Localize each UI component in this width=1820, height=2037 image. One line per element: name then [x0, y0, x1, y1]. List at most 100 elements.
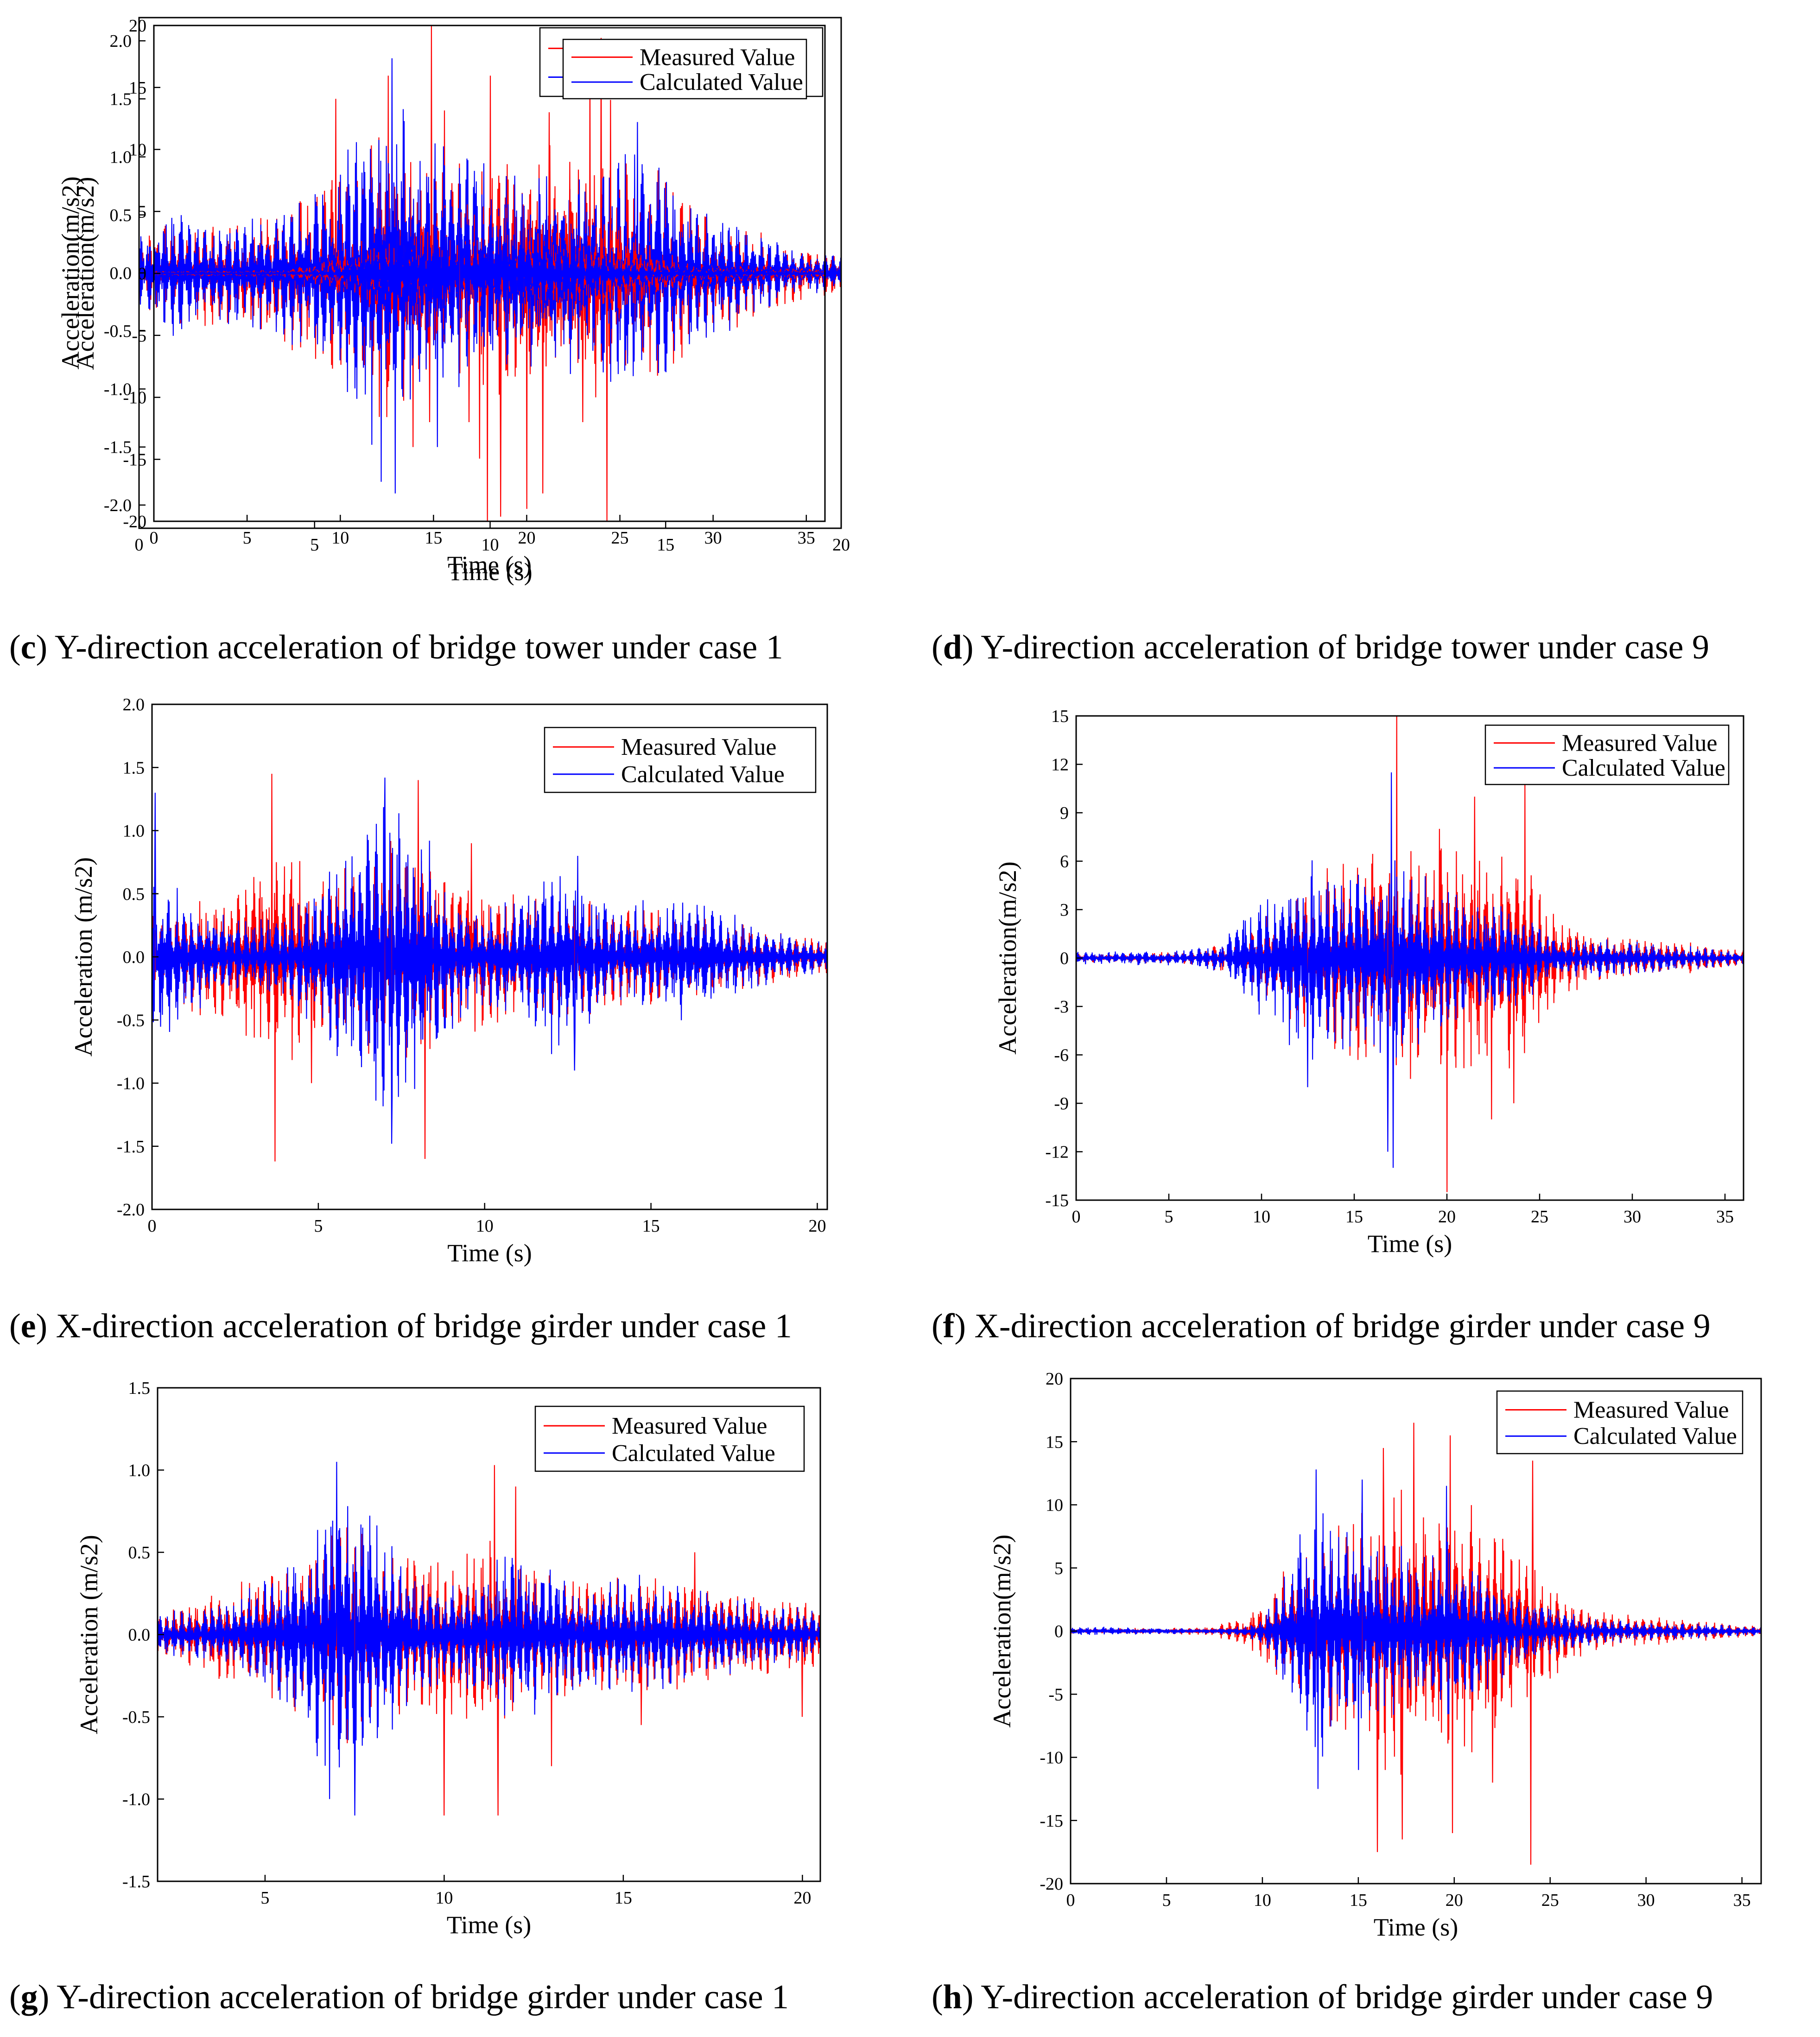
y-tick-label: 5 — [138, 202, 146, 221]
y-tick-label: 0.5 — [110, 206, 132, 225]
x-tick-label: 15 — [657, 535, 674, 555]
y-tick-label: -15 — [1040, 1811, 1063, 1831]
legend-label-measured: Measured Value — [1562, 730, 1718, 756]
series-calculated-line — [158, 1461, 820, 1816]
y-tick-label: 15 — [1046, 1432, 1063, 1452]
caption-h: (h) Y-direction acceleration of bridge g… — [932, 1978, 1713, 2016]
legend-label-calculated: Calculated Value — [612, 1440, 775, 1467]
y-tick-label: -10 — [1040, 1748, 1063, 1768]
x-tick-label: 5 — [314, 1216, 323, 1236]
y-tick-label: 1.0 — [123, 822, 145, 841]
x-tick-label: 15 — [615, 1888, 632, 1908]
y-tick-label: 10 — [129, 140, 146, 160]
legend-box — [534, 1405, 805, 1472]
x-axis-label: Time (s) — [447, 551, 532, 579]
x-tick-label: 10 — [1254, 1891, 1271, 1910]
legend-box — [544, 727, 817, 793]
y-tick-label: 20 — [129, 16, 146, 36]
x-axis-label: Time (s) — [1368, 1230, 1452, 1258]
series-calculated-line — [1071, 1469, 1761, 1789]
caption-f: (f) X-direction acceleration of bridge g… — [932, 1307, 1711, 1345]
y-tick-label: 15 — [129, 78, 146, 98]
y-tick-label: -20 — [123, 512, 146, 531]
caption-c: (c) Y-direction acceleration of bridge t… — [9, 628, 783, 666]
y-tick-label: 9 — [1060, 803, 1069, 823]
y-tick-label: -5 — [1048, 1685, 1063, 1704]
legend-label-calculated: Calculated Value — [621, 761, 785, 788]
y-tick-label: 12 — [1051, 755, 1069, 775]
legend-label-measured: Measured Value — [1573, 1397, 1729, 1423]
y-tick-label: 6 — [1060, 852, 1069, 872]
y-tick-label: -12 — [1045, 1143, 1069, 1162]
x-tick-label: 20 — [1446, 1891, 1463, 1910]
x-tick-label: 30 — [1637, 1891, 1655, 1910]
legend-label-measured: Measured Value — [621, 734, 777, 760]
y-tick-label: -9 — [1054, 1094, 1069, 1113]
x-tick-label: 10 — [435, 1888, 453, 1908]
y-tick-label: -1.5 — [122, 1872, 150, 1892]
y-tick-label: 20 — [1046, 1369, 1063, 1389]
x-tick-label: 0 — [150, 528, 159, 548]
y-tick-label: 1.5 — [123, 758, 145, 778]
y-axis-label: Acceleration(m/s2) — [994, 861, 1021, 1055]
series-calculated-line — [1076, 772, 1744, 1168]
legend-label-calculated: Calculated Value — [1573, 1423, 1737, 1449]
series-calculated-line — [152, 778, 827, 1144]
y-tick-label: 1.0 — [128, 1461, 151, 1480]
y-tick-label: -6 — [1054, 1046, 1069, 1065]
chart-panel-g: 5 10 15 20 -1.5 -1.0 -0.5 0.0 0.5 1.0 1.5 Time (s) A… — [0, 1362, 881, 1965]
legend-label-measured: Measured Value — [640, 44, 795, 70]
x-axis-label: Time (s) — [447, 1239, 532, 1267]
y-tick-label: -2.0 — [117, 1200, 145, 1220]
x-tick-label: 15 — [642, 1216, 660, 1236]
x-tick-label: 30 — [1623, 1207, 1641, 1227]
x-tick-label: 5 — [1165, 1207, 1173, 1227]
x-tick-label: 25 — [1541, 1891, 1559, 1910]
x-tick-label: 35 — [798, 528, 815, 548]
series-calculated-line — [154, 186, 825, 354]
x-tick-label: 0 — [1072, 1207, 1081, 1227]
x-tick-label: 20 — [832, 535, 850, 555]
y-tick-label: -1.0 — [104, 380, 132, 399]
y-tick-label: 1.5 — [128, 1379, 151, 1398]
y-tick-label: 0 — [138, 264, 146, 284]
caption-e: (e) X-direction acceleration of bridge g… — [9, 1307, 792, 1345]
x-tick-label: 25 — [1531, 1207, 1548, 1227]
chart-panel-f: 0 5 10 15 20 25 30 35 -15 -12 -9 -6 -3 0 3 6 9 12 15 Time (… — [922, 690, 1820, 1293]
x-axis-label: Time (s) — [448, 558, 533, 586]
x-tick-label: 5 — [1162, 1891, 1171, 1910]
x-tick-label: 5 — [310, 535, 319, 555]
y-tick-label: 1.5 — [110, 89, 132, 109]
x-tick-label: 20 — [793, 1888, 811, 1908]
y-axis-label: Acceleration(m/s2) — [71, 177, 99, 370]
x-tick-label: 10 — [482, 535, 499, 555]
x-tick-label: 35 — [1716, 1207, 1734, 1227]
y-tick-label: -10 — [123, 388, 146, 408]
y-tick-label: -1.5 — [117, 1137, 145, 1157]
x-tick-label: 5 — [260, 1888, 269, 1908]
y-tick-label: 2.0 — [123, 695, 145, 715]
x-tick-label: 0 — [1066, 1891, 1075, 1910]
y-tick-label: 2.0 — [110, 32, 132, 51]
x-axis-label: Time (s) — [447, 1911, 532, 1939]
legend-label-calculated: Calculated Value — [640, 69, 803, 95]
x-tick-label: 15 — [425, 528, 442, 548]
x-tick-label: 10 — [1253, 1207, 1270, 1227]
y-tick-label: 0.0 — [110, 264, 132, 283]
legend-box — [1496, 1390, 1744, 1455]
y-axis-label: Acceleration(m/s2) — [988, 1535, 1016, 1728]
x-tick-label: 15 — [1350, 1891, 1367, 1910]
y-tick-label: -1.5 — [104, 438, 132, 457]
y-tick-label: 0.5 — [128, 1543, 151, 1563]
x-tick-label: 0 — [148, 1216, 157, 1236]
y-tick-label: -3 — [1054, 997, 1069, 1017]
y-tick-label: -0.5 — [104, 322, 132, 341]
x-axis-label: Time (s) — [1374, 1913, 1459, 1941]
y-tick-label: -0.5 — [117, 1011, 145, 1030]
y-axis-label: Acceleration (m/s2) — [75, 1535, 103, 1734]
y-tick-label: 0 — [1054, 1622, 1063, 1641]
y-axis-label: Acceleration(m/s2) — [57, 177, 84, 370]
x-tick-label: 10 — [331, 528, 349, 548]
legend-label-calculated: Calculated Value — [1562, 755, 1725, 781]
legend-box — [562, 38, 807, 100]
